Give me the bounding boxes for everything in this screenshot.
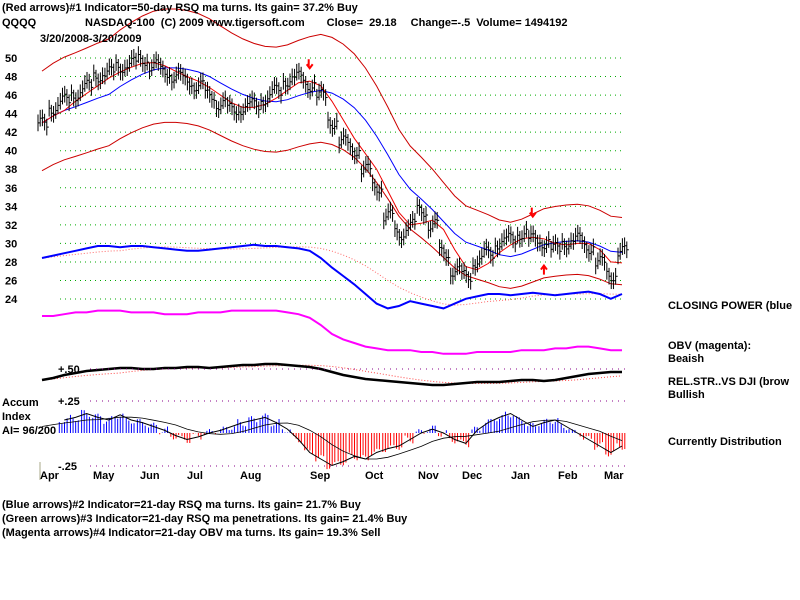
volume-value: Volume= 1494192	[476, 17, 568, 29]
accum-state: Currently Distribution	[668, 436, 782, 448]
date-range: 3/20/2008-3/20/2009	[40, 33, 142, 45]
rs-state: Bullish	[668, 389, 705, 401]
closing-power-line	[41, 243, 623, 310]
cp-ma-line	[41, 246, 623, 306]
accum-tick-label: +.50	[58, 364, 80, 376]
accum-label-3: AI= 96/200	[2, 425, 57, 437]
red-up-arrow	[540, 263, 548, 275]
y-tick-label: 44	[5, 109, 18, 121]
rel-strength-line	[41, 362, 622, 387]
x-tick-label: Jan	[511, 470, 530, 482]
y-tick-label: 42	[5, 127, 17, 139]
accum-tick-label: +.25	[58, 396, 80, 408]
x-tick-label: Feb	[558, 470, 578, 482]
indicator-3-text: (Green arrows)#3 Indicator=21-day RSQ ma…	[2, 513, 408, 525]
obv-line	[42, 309, 622, 355]
x-tick-label: Apr	[40, 470, 60, 482]
blue-ma-line	[41, 67, 623, 258]
header-row: QQQQ NASDAQ-100 (C) 2009 www.tigersoft.c…	[2, 17, 568, 30]
red-down-arrow	[528, 207, 537, 219]
obv-state: Beaish	[668, 353, 705, 365]
red-down-arrow	[305, 59, 314, 70]
upper-band	[41, 8, 623, 223]
y-tick-label: 24	[5, 294, 18, 306]
x-tick-label: Mar	[604, 470, 624, 482]
y-tick-label: 36	[5, 183, 17, 195]
x-tick-label: Sep	[310, 470, 330, 482]
obv-label: OBV (magenta):	[668, 340, 752, 352]
y-tick-label: 50	[5, 53, 17, 65]
y-tick-label: 40	[5, 146, 17, 158]
accum-tick-label: -.25	[58, 461, 77, 473]
symbol: QQQQ	[2, 17, 37, 29]
x-tick-label: Nov	[418, 470, 440, 482]
close-value: Close= 29.18	[326, 17, 397, 29]
x-tick-label: Aug	[240, 470, 261, 482]
y-tick-label: 48	[5, 72, 17, 84]
y-tick-label: 26	[5, 275, 17, 287]
indicator-4-text: (Magenta arrows)#4 Indicator=21-day OBV …	[2, 527, 381, 539]
indicator-2-text: (Blue arrows)#2 Indicator=21-day RSQ ma …	[2, 499, 361, 511]
indicator-1-text: (Red arrows)#1 Indicator=50-day RSQ ma t…	[2, 2, 358, 14]
y-tick-label: 32	[5, 220, 17, 232]
x-tick-label: Jun	[140, 470, 160, 482]
x-tick-label: Oct	[365, 470, 384, 482]
accum-label-2: Index	[2, 411, 31, 423]
y-tick-label: 30	[5, 238, 17, 250]
chart-title: NASDAQ-100 (C) 2009 www.tigersoft.com	[85, 17, 305, 29]
x-tick-label: Dec	[462, 470, 482, 482]
accum-line	[64, 412, 623, 467]
y-tick-label: 34	[5, 201, 18, 213]
y-tick-label: 28	[5, 257, 17, 269]
accum-ma-line	[41, 416, 623, 460]
x-tick-label: Jul	[187, 470, 203, 482]
x-tick-label: May	[93, 470, 115, 482]
rs-label: REL.STR..VS DJI (brow	[668, 376, 790, 388]
y-tick-label: 38	[5, 164, 17, 176]
red-ma-line	[41, 62, 623, 271]
change-value: Change=-.5	[410, 17, 471, 29]
accum-label-1: Accum	[2, 397, 39, 409]
cp-label: CLOSING POWER (blue	[668, 300, 793, 312]
y-tick-label: 46	[5, 90, 17, 102]
lower-band	[41, 121, 623, 289]
